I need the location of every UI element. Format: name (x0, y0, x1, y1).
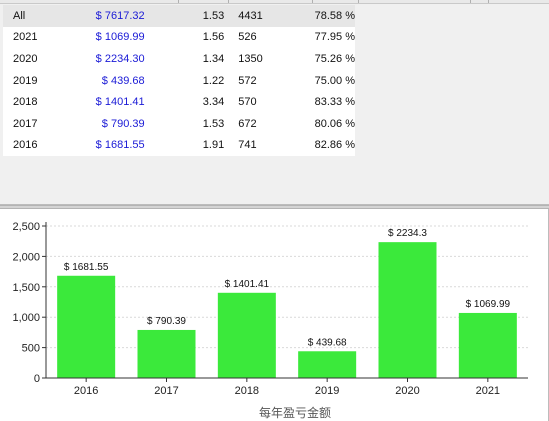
x-tick-label: 2016 (74, 385, 98, 397)
rate-cell: 75.00 % (314, 74, 355, 87)
column-divider[interactable] (312, 0, 313, 3)
y-tick-label: 1,000 (12, 312, 40, 324)
bar-2016[interactable] (57, 275, 116, 378)
table-body: All $ 7617.32 1.53 4431 78.58 % 2021 $ 1069.99… (3, 5, 355, 156)
ratio-cell: 1.22 (202, 74, 225, 87)
data-label: $ 1401.41 (225, 279, 270, 290)
column-divider[interactable] (470, 0, 471, 3)
x-tick-label: 2017 (154, 385, 178, 397)
gridlines (46, 225, 528, 349)
table-row[interactable]: 2016 $ 1681.55 1.91 741 82.86 % (3, 135, 355, 157)
table-row[interactable]: 2018 $ 1401.41 3.34 570 83.33 % (3, 91, 355, 113)
table-row-all[interactable]: All $ 7617.32 1.53 4431 78.58 % (3, 5, 355, 27)
ratio-cell: 1.34 (202, 52, 225, 65)
rate-cell: 82.86 % (314, 139, 355, 152)
count-cell: 741 (238, 139, 257, 152)
rate-cell: 77.95 % (314, 31, 355, 44)
x-tick-label: 2019 (315, 385, 339, 397)
data-label: $ 1069.99 (466, 299, 511, 310)
ratio-cell: 1.91 (202, 139, 225, 152)
yearly-stats-table: All $ 7617.32 1.53 4431 78.58 % 2021 $ 1069.99… (3, 5, 355, 157)
y-tick-label: 0 (34, 373, 40, 385)
x-axis-title: 每年盈亏金额 (259, 405, 331, 420)
bar-2019[interactable] (298, 351, 357, 378)
ratio-cell: 1.53 (202, 117, 225, 130)
yearly-profit-bar-chart: $ 1681.55 $ 790.39 $ 1401.41 $ 439.68 $ 2234… (0, 209, 549, 421)
amount-cell: $ 2234.30 (95, 52, 145, 65)
bars: $ 1681.55 $ 790.39 $ 1401.41 $ 439.68 $ 2234… (57, 228, 517, 378)
year-cell: 2016 (13, 139, 38, 152)
data-label: $ 1681.55 (64, 262, 109, 273)
column-divider[interactable] (488, 0, 489, 3)
column-divider[interactable] (178, 0, 179, 3)
x-tick-label: 2020 (395, 385, 419, 397)
count-cell: 570 (238, 96, 257, 109)
bar-2020[interactable] (378, 242, 437, 378)
count-cell: 672 (238, 117, 257, 130)
count-cell: 4431 (224, 5, 278, 27)
year-cell: 2020 (13, 52, 38, 65)
rate-cell: 75.26 % (314, 52, 355, 65)
column-divider[interactable] (228, 0, 229, 3)
data-label: $ 439.68 (308, 337, 347, 348)
table-panel: All $ 7617.32 1.53 4431 78.58 % 2021 $ 1069.99… (0, 0, 549, 205)
amount-cell: $ 790.39 (101, 117, 145, 130)
bar-2017[interactable] (137, 329, 196, 378)
data-label: $ 790.39 (147, 316, 186, 327)
year-cell: 2021 (13, 31, 38, 44)
table-row[interactable]: 2020 $ 2234.30 1.34 1350 75.26 % (3, 48, 355, 70)
count-cell: 572 (238, 74, 257, 87)
year-cell: 2018 (13, 96, 38, 109)
ratio-cell: 1.53 (144, 5, 225, 27)
table-row[interactable]: 2017 $ 790.39 1.53 672 80.06 % (3, 113, 355, 135)
rate-cell: 78.58 % (277, 5, 355, 27)
ratio-cell: 3.34 (202, 96, 225, 109)
table-row[interactable]: 2019 $ 439.68 1.22 572 75.00 % (3, 70, 355, 92)
x-tick-label: 2021 (476, 385, 500, 397)
count-cell: 1350 (238, 52, 263, 65)
amount-cell: $ 1069.99 (95, 31, 145, 44)
amount-cell: $ 439.68 (101, 74, 145, 87)
bar-2021[interactable] (458, 312, 517, 378)
data-label: $ 2234.3 (388, 228, 427, 239)
count-cell: 526 (238, 31, 257, 44)
amount-cell: $ 1681.55 (95, 139, 145, 152)
year-cell: All (3, 5, 80, 27)
bar-2018[interactable] (217, 292, 276, 378)
y-tick-label: 2,000 (12, 251, 40, 263)
rate-cell: 83.33 % (314, 96, 355, 109)
y-tick-label: 2,500 (12, 221, 40, 233)
y-tick-label: 500 (22, 343, 40, 355)
rate-cell: 80.06 % (314, 117, 355, 130)
axes: 0 500 1,000 1,500 2,000 2,500 2016 2017 2018 2019… (12, 221, 528, 397)
x-tick-label: 2018 (235, 385, 259, 397)
year-cell: 2017 (13, 117, 38, 130)
amount-cell: $ 7617.32 (79, 5, 145, 27)
panel-splitter[interactable] (0, 205, 549, 209)
year-cell: 2019 (13, 74, 38, 87)
y-tick-label: 1,500 (12, 282, 40, 294)
table-header[interactable] (0, 0, 549, 4)
ratio-cell: 1.56 (202, 31, 225, 44)
table-row[interactable]: 2021 $ 1069.99 1.56 526 77.95 % (3, 27, 355, 49)
amount-cell: $ 1401.41 (95, 96, 145, 109)
column-divider[interactable] (358, 0, 359, 3)
